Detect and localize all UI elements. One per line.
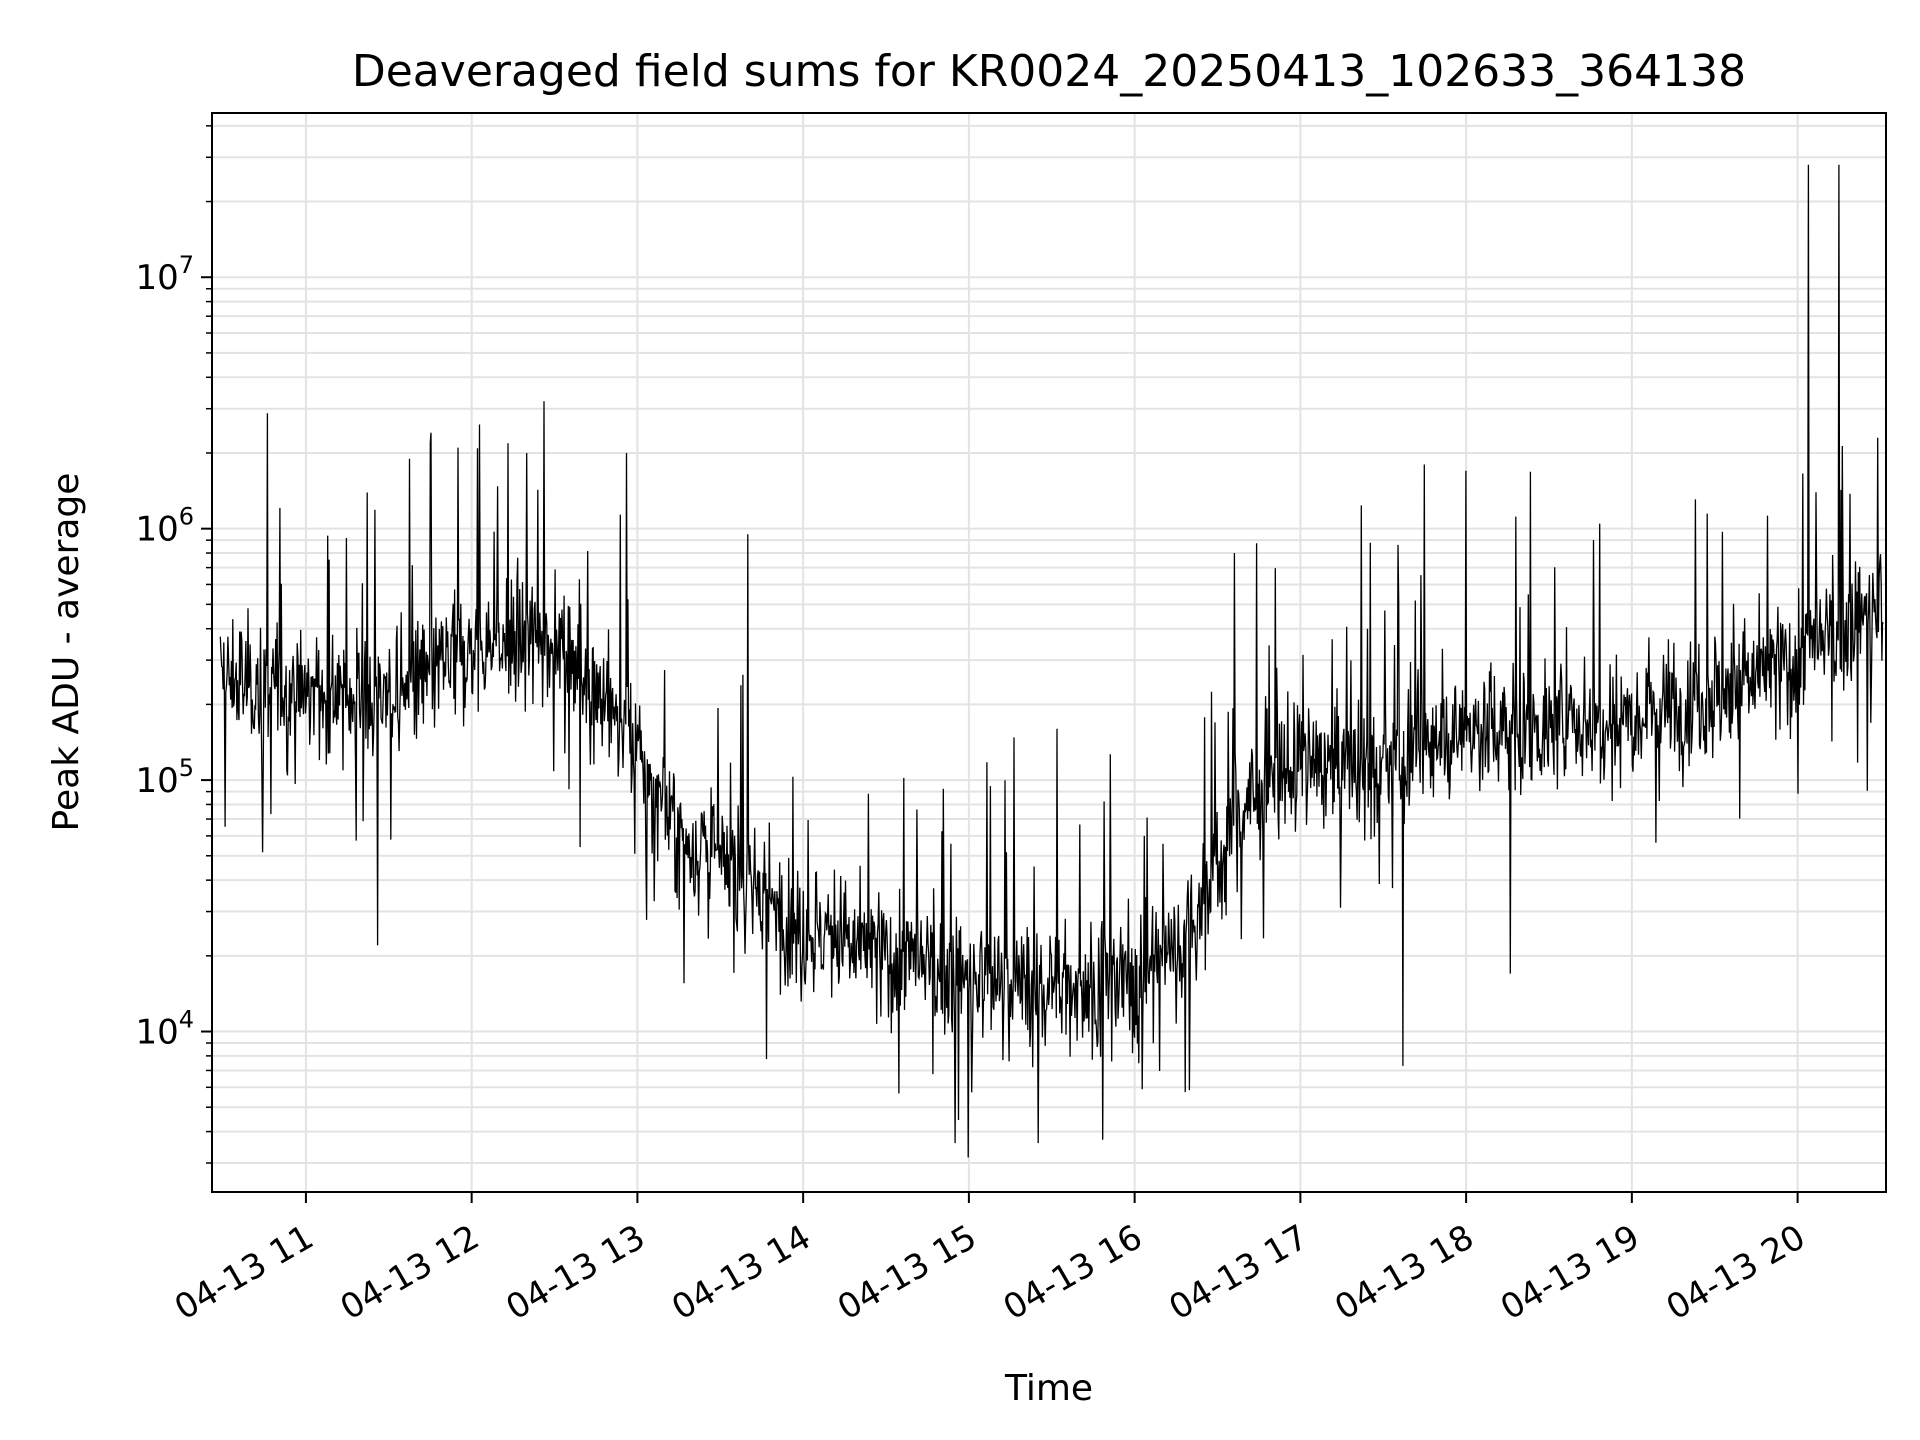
x-tick-label: 04-13 12 — [334, 1217, 486, 1328]
y-tick-label: 104 — [135, 1006, 194, 1053]
series-line — [219, 164, 1884, 1158]
y-tick-label: 105 — [135, 754, 194, 801]
x-axis-label: Time — [1004, 1368, 1093, 1409]
series-layer — [219, 164, 1884, 1158]
x-tick-label: 04-13 16 — [997, 1217, 1149, 1328]
x-axis: 04-13 11 04-13 12 04-13 13 04-13 14 04-13 15… — [168, 1192, 1812, 1328]
x-tick-label: 04-13 20 — [1660, 1217, 1812, 1328]
x-tick-label: 04-13 18 — [1328, 1217, 1480, 1328]
y-tick-label: 107 — [135, 251, 194, 298]
x-tick-label: 04-13 11 — [168, 1217, 320, 1328]
x-tick-label: 04-13 15 — [831, 1217, 983, 1328]
x-tick-label: 04-13 13 — [500, 1217, 652, 1328]
x-tick-label: 04-13 17 — [1162, 1217, 1314, 1328]
y-axis: 104 105 106 107 — [135, 125, 212, 1164]
chart-title: Deaveraged field sums for KR0024_2025041… — [352, 46, 1746, 97]
x-tick-label: 04-13 14 — [665, 1217, 817, 1328]
y-axis-label: Peak ADU - average — [46, 473, 87, 832]
grid — [212, 113, 1886, 1192]
y-tick-label: 106 — [135, 503, 194, 550]
x-tick-label: 04-13 19 — [1494, 1217, 1646, 1328]
plot-frame — [211, 112, 1887, 1193]
